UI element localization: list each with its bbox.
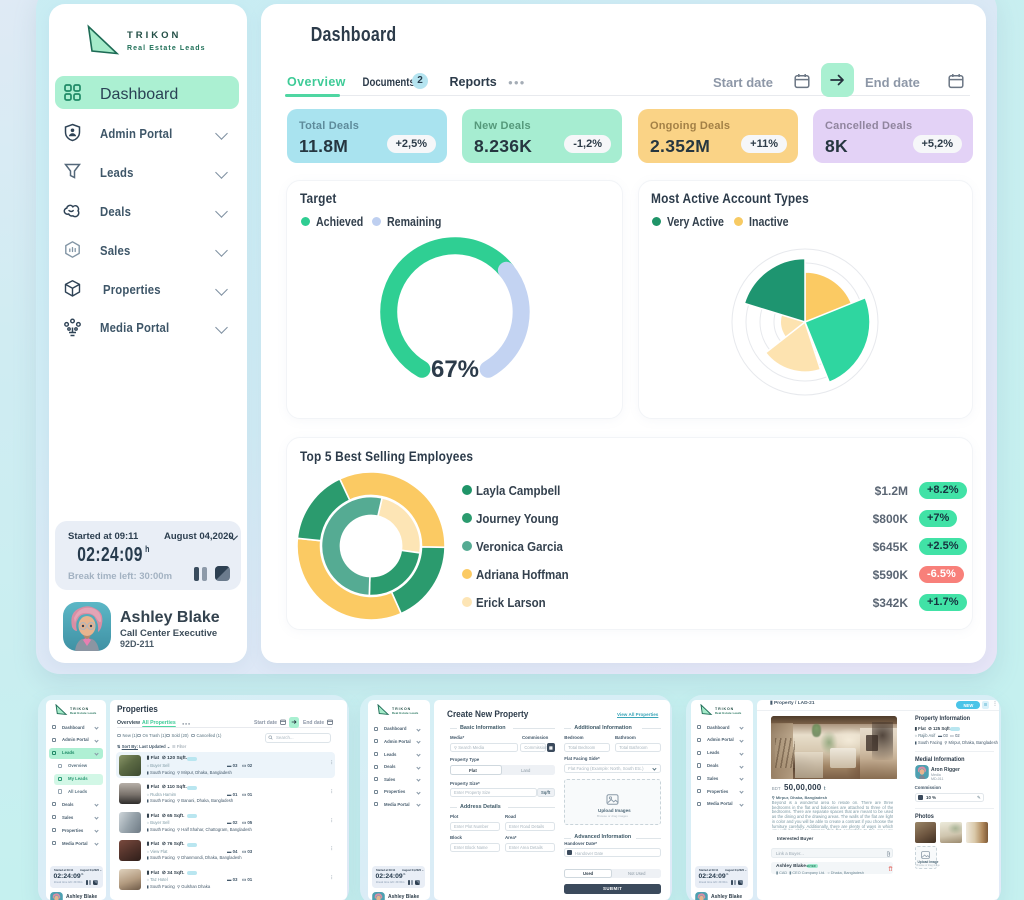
svg-text:67%: 67% — [431, 356, 479, 383]
